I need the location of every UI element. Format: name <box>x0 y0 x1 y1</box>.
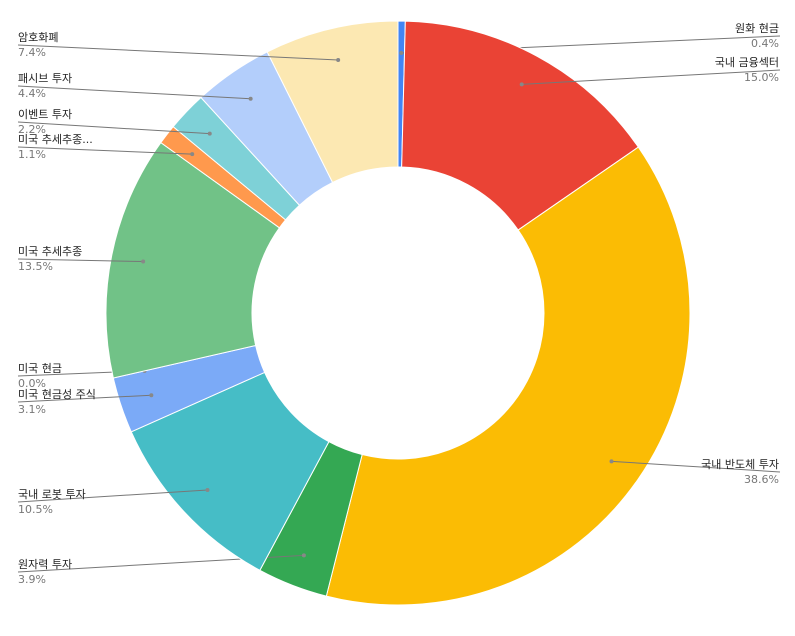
slice-value: 7.4% <box>18 46 46 59</box>
slice <box>105 141 281 379</box>
slice-value: 10.5% <box>18 503 53 516</box>
leader-line <box>17 258 144 263</box>
slice-label: 미국 추세추종 <box>18 245 82 258</box>
leader-line <box>521 69 781 85</box>
slice-label: 원자력 투자 <box>18 558 72 571</box>
slice-value: 0.4% <box>751 37 779 50</box>
slice-label: 암호화폐 <box>18 31 58 44</box>
slice <box>401 20 640 231</box>
leader-line <box>17 85 251 100</box>
slice-label: 패시브 투자 <box>18 72 72 85</box>
slice-value: 38.6% <box>744 473 779 486</box>
slice-value: 4.4% <box>18 87 46 100</box>
slice-label: 이벤트 투자 <box>18 108 72 121</box>
leader-dot <box>190 152 195 157</box>
slice-label: 원화 현금 <box>735 22 779 35</box>
slice-label: 미국 현금 <box>18 362 62 375</box>
leader-dot <box>399 51 404 56</box>
leader-line <box>17 121 210 135</box>
slice <box>266 20 399 184</box>
leader-dot <box>609 459 614 464</box>
leader-dot <box>141 259 146 264</box>
leader-dot <box>336 57 341 62</box>
leader-dot <box>248 96 253 101</box>
leader-line <box>17 489 208 503</box>
slice-label: 미국 추세추종... <box>18 133 93 146</box>
slice-value: 2.2% <box>18 123 46 136</box>
leader-dot <box>205 487 210 492</box>
slice-value: 0.0% <box>18 377 46 390</box>
leader-dot <box>519 82 524 87</box>
slice-label: 국내 반도체 투자 <box>701 458 779 471</box>
leader-line <box>17 146 193 155</box>
slice-value: 3.9% <box>18 573 46 586</box>
leader-line <box>611 460 781 473</box>
slice-value: 15.0% <box>744 71 779 84</box>
slice-value: 3.1% <box>18 403 46 416</box>
slice-value: 13.5% <box>18 260 53 273</box>
slice-value: 1.1% <box>18 148 46 161</box>
slice-label: 국내 로봇 투자 <box>18 488 86 501</box>
leader-line <box>17 394 152 403</box>
slice-label: 국내 금융섹터 <box>715 56 779 69</box>
leader-dot <box>149 393 154 398</box>
leader-dot <box>301 553 306 558</box>
slice <box>325 146 691 606</box>
leader-dot <box>207 131 212 136</box>
leader-line <box>17 44 339 61</box>
slice-label: 미국 현금성 주식 <box>18 388 96 401</box>
